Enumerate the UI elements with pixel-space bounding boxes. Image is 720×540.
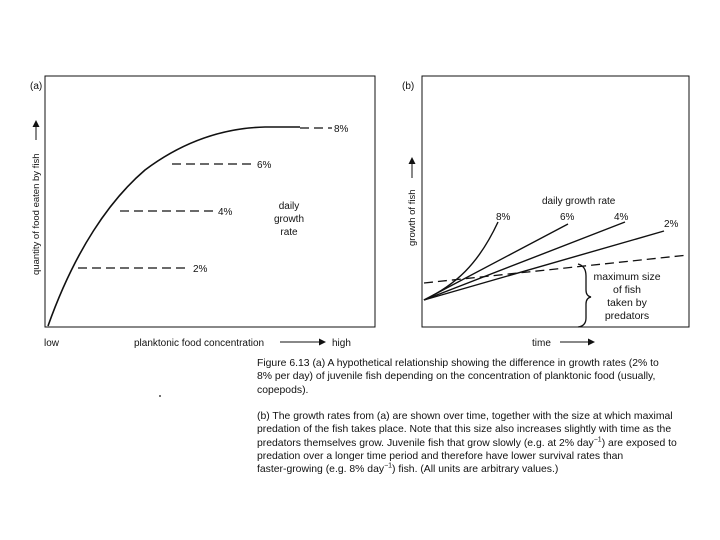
rate-label-4: 4% [218,207,233,218]
caption-line: copepods). [257,384,309,396]
panel-a-frame [44,75,376,328]
panel-a-x-axis-label: planktonic food concentration [134,338,264,349]
predator-label-2: of fish [613,284,641,296]
caption-part-b: (b) The growth rates from (a) are shown … [257,410,677,476]
daily-growth-rate-annotation-3: rate [280,227,298,238]
caption-line: predation over a longer time period and … [257,450,624,462]
panel-a-x-low: low [44,338,60,349]
caption-text: ) are exposed to [601,437,677,449]
caption-text: faster-growing (e.g. 8% day [257,464,385,476]
rate-label-6: 6% [257,160,272,171]
panel-b-y-axis-label: growth of fish [407,190,418,247]
stray-dot [159,395,161,397]
food-intake-curve [47,126,300,327]
predator-label-4: predators [605,310,649,322]
caption-line: Figure 6.13 (a) A hypothetical relations… [257,358,659,369]
caption-line: faster-growing (e.g. 8% day−1) fish. (Al… [257,463,677,476]
growth-rate-label-4: 4% [614,212,629,223]
panel-a-y-axis-label: quantity of food eaten by fish [31,154,42,275]
panel-b-frame [421,75,690,328]
rate-label-2: 2% [193,264,208,275]
daily-growth-rate-annotation-2: growth [274,214,304,225]
caption-text: predators themselves grow. Juvenile fish… [257,437,594,449]
growth-line-6 [423,223,569,301]
predator-size-threshold [423,254,689,284]
caption-line: (b) The growth rates from (a) are shown … [257,411,673,422]
panel-a-y-arrowhead [32,120,40,127]
panel-b-label: (b) [402,81,414,92]
panel-b-y-arrowhead [408,157,416,164]
panel-a-x-high: high [332,338,351,349]
predator-brace [577,263,592,328]
caption-line: predation of the fish takes place. Note … [257,424,672,436]
caption-line: predators themselves grow. Juvenile fish… [257,436,677,450]
caption-superscript: −1 [384,462,393,470]
caption-part-a: Figure 6.13 (a) A hypothetical relations… [257,357,677,397]
growth-rate-label-6: 6% [560,212,575,223]
growth-rate-label-8: 8% [496,212,511,223]
predator-label-3: taken by [607,297,647,309]
panel-b-x-axis-label: time [532,338,551,349]
panel-b: (b) growth of fish daily growth rate 8% … [402,75,690,349]
panel-a-x-arrowhead [319,338,326,346]
caption-line: 8% per day) of juvenile fish depending o… [257,371,656,383]
daily-growth-rate-annotation-1: daily [279,201,300,212]
growth-line-4 [423,221,626,301]
rate-label-8: 8% [334,124,349,135]
growth-rate-label-2: 2% [664,219,679,230]
caption-superscript: −1 [593,436,602,444]
growth-line-2 [423,230,665,301]
panel-b-x-arrowhead [588,338,595,346]
growth-line-8 [423,221,499,301]
predator-label-1: maximum size [593,271,660,283]
panel-a-label: (a) [30,81,42,92]
caption-text: ) fish. (All units are arbitrary values.… [392,464,559,476]
growth-legend-title: daily growth rate [542,196,616,207]
panel-a: (a) quantity of food eaten by fish 8% 6%… [30,75,376,349]
